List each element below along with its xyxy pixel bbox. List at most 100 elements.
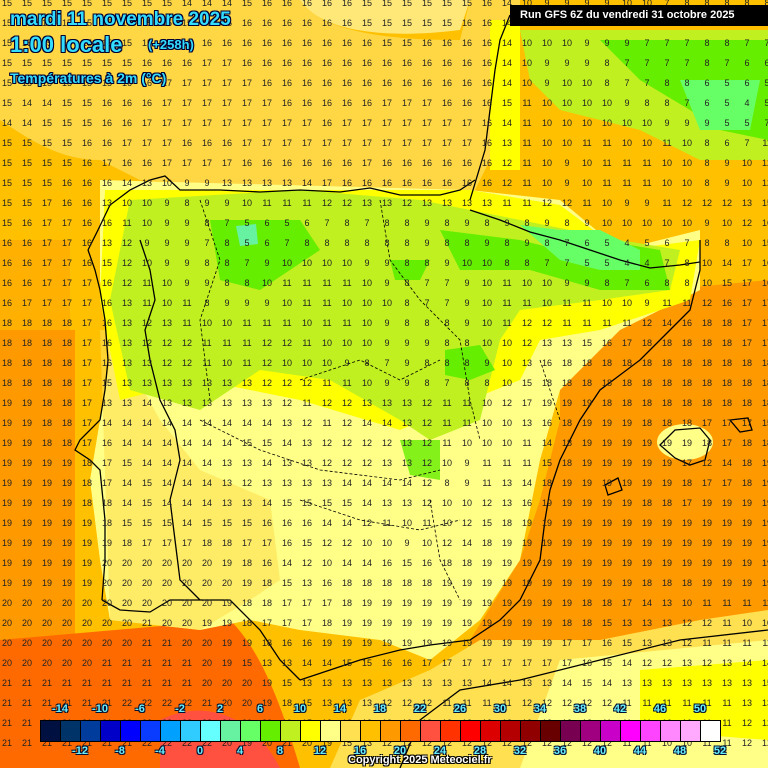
grid-value: 12 (481, 738, 492, 748)
grid-value: 15 (101, 78, 112, 88)
grid-value: 8 (724, 38, 730, 48)
grid-value: 7 (644, 38, 650, 48)
grid-value: 17 (401, 138, 412, 148)
grid-value: 17 (21, 298, 32, 308)
grid-value: 19 (561, 558, 572, 568)
grid-value: 17 (221, 78, 232, 88)
grid-value: 9 (464, 478, 470, 488)
grid-value: 17 (281, 598, 292, 608)
grid-value: 11 (262, 318, 272, 328)
grid-value: 13 (121, 358, 132, 368)
grid-value: 11 (262, 198, 272, 208)
grid-value: 21 (41, 738, 52, 748)
grid-value: 11 (302, 198, 312, 208)
grid-value: 15 (221, 518, 232, 528)
grid-value: 12 (581, 738, 592, 748)
grid-value: 16 (601, 338, 612, 348)
grid-value: 15 (21, 18, 32, 28)
grid-value: 15 (421, 0, 432, 8)
grid-value: 12 (741, 718, 752, 728)
grid-value: 18 (661, 338, 672, 348)
grid-value: 13 (281, 478, 292, 488)
grid-value: 9 (724, 178, 730, 188)
grid-value: 8 (384, 218, 390, 228)
grid-value: 13 (161, 318, 172, 328)
grid-value: 21 (1, 718, 12, 728)
grid-value: 15 (281, 578, 292, 588)
grid-value: 15 (241, 0, 252, 8)
grid-value: 18 (741, 458, 752, 468)
grid-value: 12 (661, 658, 672, 668)
grid-value: 19 (581, 578, 592, 588)
grid-value: 11 (442, 698, 452, 708)
legend-label-top: 6 (256, 703, 264, 715)
grid-value: 19 (501, 538, 512, 548)
grid-value: 5 (284, 218, 290, 228)
grid-value: 8 (404, 258, 410, 268)
grid-value: 15 (121, 458, 132, 468)
grid-value: 6 (704, 78, 710, 88)
grid-value: 16 (381, 158, 392, 168)
grid-value: 17 (81, 298, 92, 308)
grid-value: 17 (521, 658, 532, 668)
grid-value: 18 (41, 318, 52, 328)
grid-value: 7 (644, 58, 650, 68)
grid-value: 15 (1, 38, 12, 48)
grid-value: 13 (381, 198, 392, 208)
grid-value: 12 (321, 198, 332, 208)
grid-value: 16 (141, 98, 152, 108)
grid-value: 19 (641, 538, 652, 548)
grid-value: 20 (201, 638, 212, 648)
grid-value: 15 (81, 38, 92, 48)
grid-value: 11 (502, 198, 512, 208)
grid-value: 18 (641, 378, 652, 388)
grid-value: 10 (721, 218, 732, 228)
grid-value: 11 (422, 518, 432, 528)
grid-value: 11 (562, 298, 572, 308)
grid-value: 14 (241, 418, 252, 428)
grid-value: 13 (461, 198, 472, 208)
grid-value: 10 (481, 398, 492, 408)
grid-value: 17 (461, 658, 472, 668)
grid-value: 19 (61, 538, 72, 548)
grid-value: 17 (761, 318, 768, 328)
grid-value: 17 (541, 658, 552, 668)
grid-value: 19 (101, 538, 112, 548)
legend-swatch (561, 721, 581, 741)
grid-value: 12 (421, 498, 432, 508)
grid-value: 17 (761, 298, 768, 308)
grid-value: 17 (621, 338, 632, 348)
grid-value: 16 (341, 98, 352, 108)
grid-value: 9 (244, 298, 250, 308)
grid-value: 20 (121, 598, 132, 608)
grid-value: 15 (61, 98, 72, 108)
grid-value: 20 (181, 618, 192, 628)
grid-value: 13 (401, 678, 412, 688)
grid-value: 10 (601, 198, 612, 208)
grid-value: 17 (421, 138, 432, 148)
grid-value: 15 (61, 118, 72, 128)
grid-value: 17 (41, 278, 52, 288)
grid-value: 14 (181, 478, 192, 488)
grid-value: 15 (21, 58, 32, 68)
grid-value: 18 (741, 438, 752, 448)
grid-value: 19 (41, 518, 52, 528)
legend-label-bottom: 16 (353, 745, 367, 757)
grid-value: 11 (322, 298, 332, 308)
grid-value: 14 (321, 518, 332, 528)
grid-value: 8 (524, 218, 530, 228)
grid-value: 19 (761, 498, 768, 508)
grid-value: 16 (321, 0, 332, 8)
grid-value: 15 (341, 738, 352, 748)
grid-value: 9 (264, 258, 270, 268)
grid-value: 14 (541, 438, 552, 448)
legend-swatch (301, 721, 321, 741)
legend-swatch (521, 721, 541, 741)
grid-value: 9 (564, 0, 570, 8)
grid-value: 17 (241, 138, 252, 148)
grid-value: 8 (244, 278, 250, 288)
legend-swatch (341, 721, 361, 741)
legend-label-top: 22 (413, 703, 427, 715)
grid-value: 20 (161, 598, 172, 608)
grid-value: 13 (401, 398, 412, 408)
